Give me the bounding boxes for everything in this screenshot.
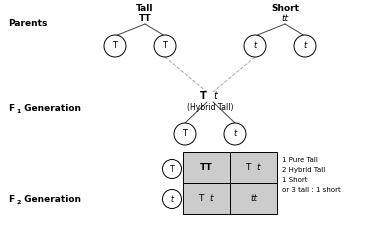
Circle shape (163, 190, 181, 209)
Circle shape (104, 35, 126, 57)
Bar (230, 183, 277, 214)
Text: T: T (245, 163, 250, 172)
Text: 1 Short: 1 Short (282, 177, 307, 183)
Text: T: T (170, 164, 174, 173)
Text: 1: 1 (16, 110, 21, 114)
Text: Generation: Generation (21, 104, 81, 113)
Text: 1 Pure Tall: 1 Pure Tall (282, 157, 318, 163)
Text: T: T (113, 41, 118, 51)
Circle shape (174, 123, 196, 145)
Text: t: t (171, 194, 174, 203)
Text: t: t (213, 91, 217, 101)
Text: T: T (200, 91, 207, 101)
Text: t: t (303, 41, 307, 51)
Text: tt: tt (250, 194, 257, 203)
Circle shape (163, 160, 181, 179)
Text: (Hybrid Tall): (Hybrid Tall) (187, 103, 233, 112)
Bar (183, 183, 230, 214)
Text: F: F (8, 104, 14, 113)
Text: Tall: Tall (136, 4, 154, 13)
Text: Parents: Parents (8, 20, 47, 29)
Circle shape (244, 35, 266, 57)
Text: Generation: Generation (21, 194, 81, 203)
Text: T: T (183, 130, 187, 139)
Text: TT: TT (200, 163, 213, 172)
Circle shape (154, 35, 176, 57)
Text: t: t (209, 194, 213, 203)
Bar (230, 152, 277, 183)
Text: T: T (198, 194, 203, 203)
Text: or 3 tall : 1 short: or 3 tall : 1 short (282, 187, 341, 193)
Circle shape (294, 35, 316, 57)
Text: t: t (233, 130, 237, 139)
Text: T: T (163, 41, 167, 51)
Text: 2: 2 (16, 200, 21, 204)
Text: tt: tt (281, 14, 289, 23)
Text: TT: TT (139, 14, 151, 23)
Bar (183, 152, 230, 183)
Text: F: F (8, 194, 14, 203)
Circle shape (224, 123, 246, 145)
Text: 2 Hybrid Tall: 2 Hybrid Tall (282, 167, 325, 173)
Text: t: t (256, 163, 260, 172)
Text: Short: Short (271, 4, 299, 13)
Text: t: t (253, 41, 257, 51)
